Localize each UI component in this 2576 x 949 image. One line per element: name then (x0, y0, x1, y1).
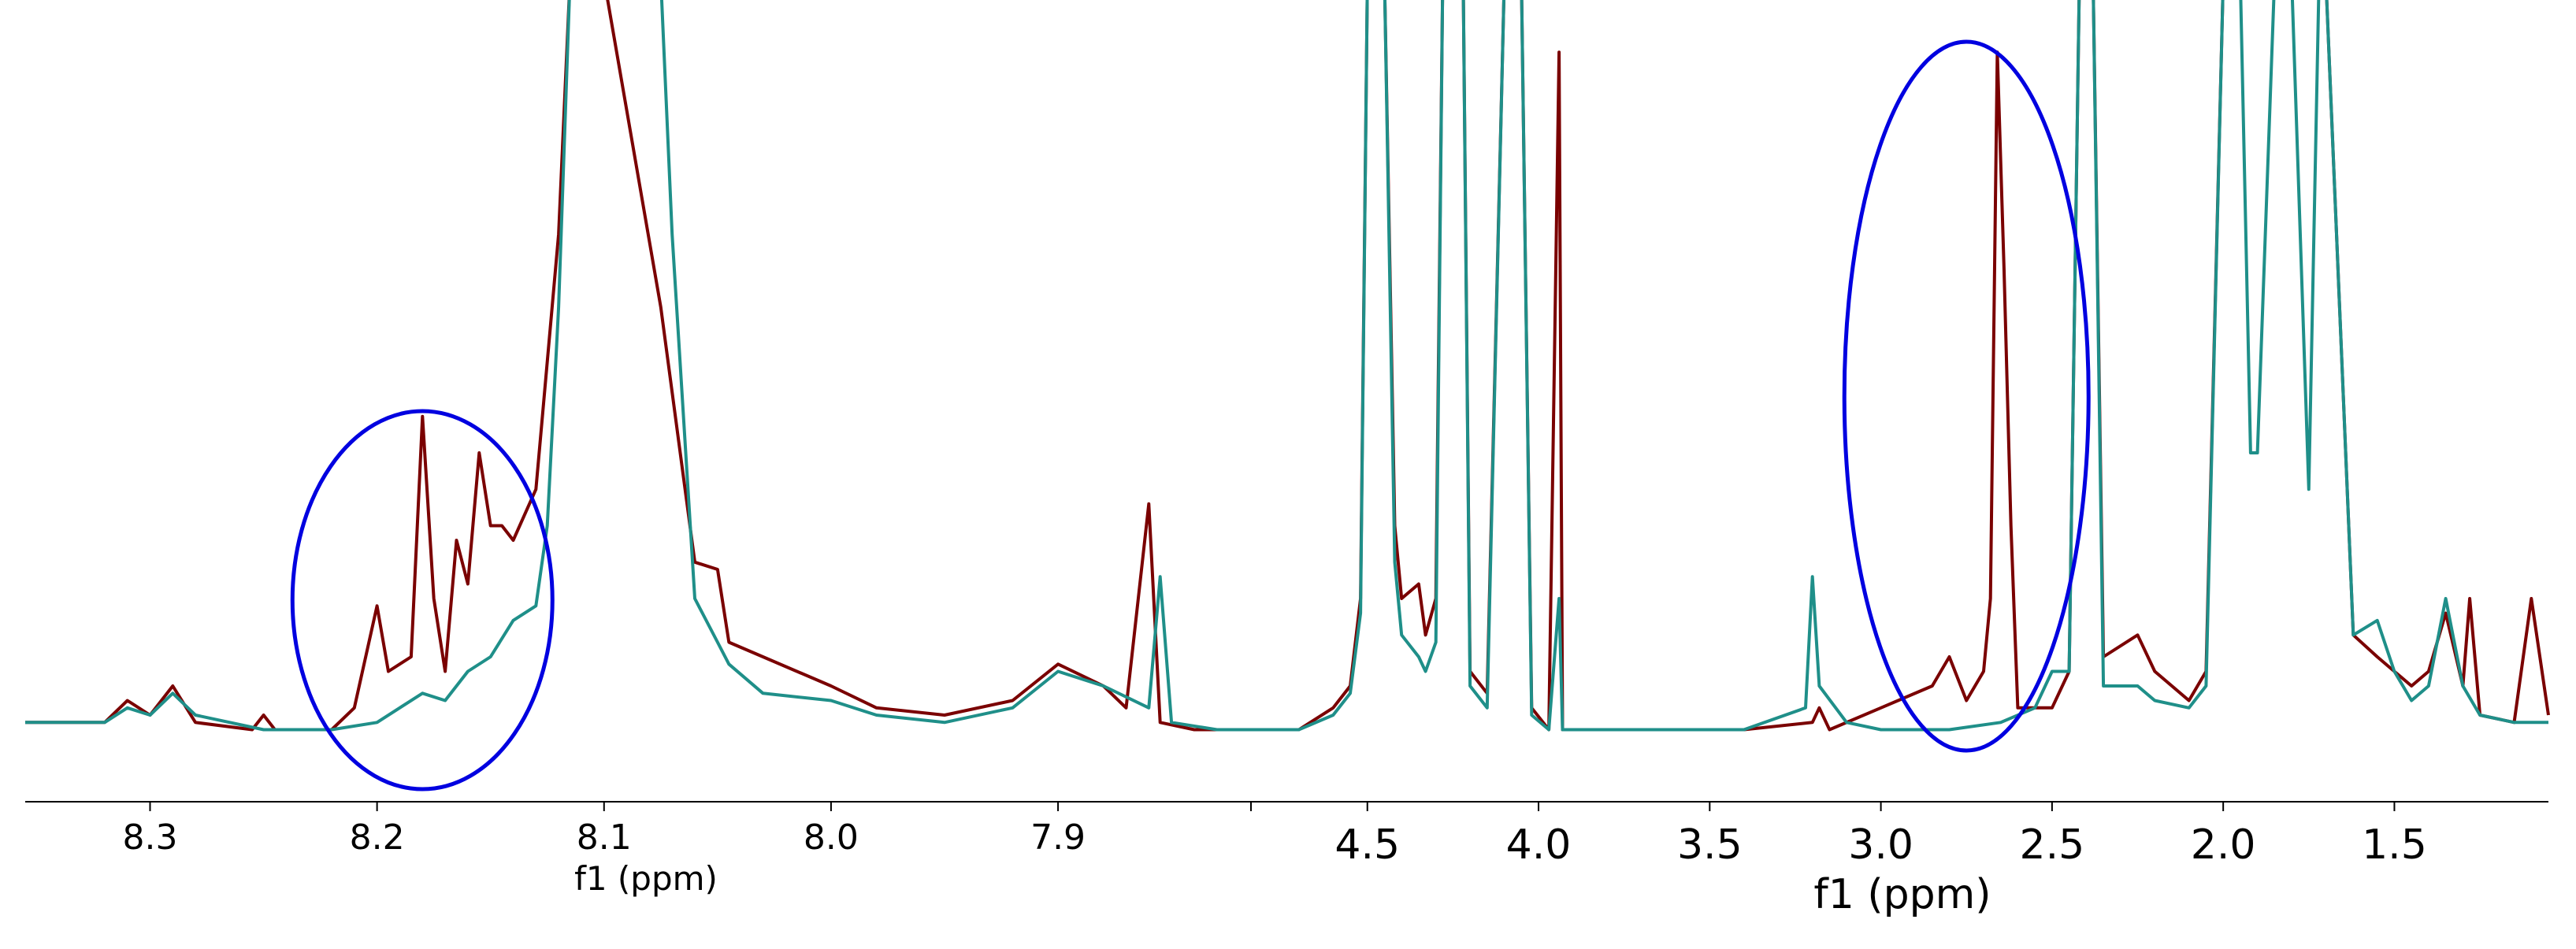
right-series-layer (1251, 0, 2550, 732)
x-tick-label: 2.5 (2020, 821, 2085, 869)
right-x-axis-ticks: 4.5 4.0 3.5 3.0 2.5 2.0 1.5 (1334, 802, 2427, 869)
left-x-axis-ticks: 8.3 8.2 8.1 8.0 7.9 (122, 802, 1086, 858)
x-tick-label: 8.3 (122, 817, 177, 858)
spectrum-series-teal (1251, 0, 2548, 732)
right-spectrum-panel: 4.5 4.0 3.5 3.0 2.5 2.0 1.5 f1 (ppm) (1251, 0, 2550, 918)
right-annotation-layer (1842, 39, 2091, 753)
x-tick-label: 1.5 (2362, 821, 2427, 869)
left-spectrum-panel: 8.3 8.2 8.1 8.0 7.9 f1 (ppm) (25, 0, 1251, 898)
left-annotation-layer (290, 409, 555, 791)
x-tick-label: 3.0 (1848, 821, 1913, 869)
x-tick-label: 3.5 (1677, 821, 1743, 869)
x-tick-label: 8.2 (350, 817, 405, 858)
spectrum-series-teal (25, 0, 1251, 732)
left-series-layer (25, 0, 1251, 732)
x-tick-label: 4.0 (1506, 821, 1572, 869)
x-tick-label: 2.0 (2191, 821, 2256, 869)
x-tick-label: 4.5 (1334, 821, 1400, 869)
x-tick-label: 7.9 (1030, 817, 1086, 858)
left-x-axis-title: f1 (ppm) (574, 859, 718, 898)
x-tick-label: 8.0 (804, 817, 859, 858)
highlight-ellipse (290, 409, 555, 791)
spectrum-series-dark-red (1251, 0, 2550, 732)
spectrum-series-dark-red (25, 0, 1251, 732)
x-tick-label: 8.1 (577, 817, 632, 858)
highlight-ellipse (1842, 39, 2091, 753)
right-x-axis-title: f1 (ppm) (1813, 871, 1991, 918)
